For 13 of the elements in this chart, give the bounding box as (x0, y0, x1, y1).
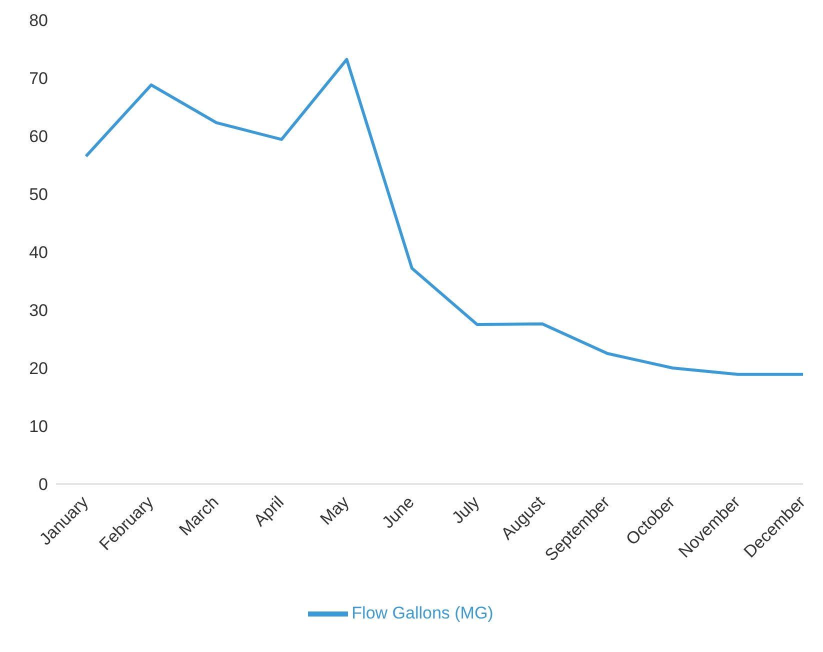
y-tick-label: 30 (29, 301, 48, 320)
line-series (84, 58, 804, 376)
y-tick-label: 0 (38, 475, 48, 494)
y-tick-label: 80 (29, 11, 48, 30)
x-tick-label: May (316, 492, 354, 529)
y-tick-label: 60 (29, 127, 48, 146)
x-tick-label: July (448, 492, 484, 528)
y-tick-label: 70 (29, 69, 48, 88)
legend-label: Flow Gallons (MG) (352, 603, 494, 622)
y-tick-label: 50 (29, 185, 48, 204)
y-tick-label: 20 (29, 359, 48, 378)
y-tick-label: 40 (29, 243, 48, 262)
y-tick-label: 10 (29, 417, 48, 436)
